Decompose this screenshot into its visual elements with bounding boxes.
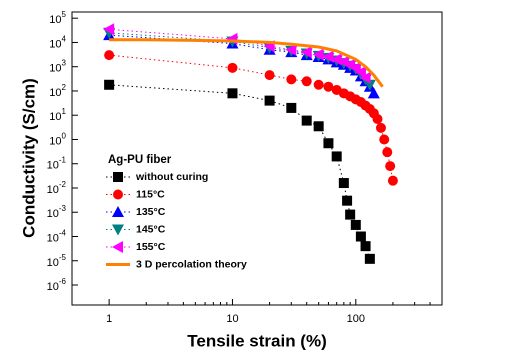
x-tick-label: 100 — [347, 313, 365, 325]
point — [345, 209, 356, 220]
y-axis-title: Conductivity (S/cm) — [19, 78, 38, 238]
point — [323, 138, 334, 149]
point — [342, 195, 353, 206]
point — [286, 74, 297, 85]
y-tick-label: 10-4 — [47, 229, 67, 245]
point — [385, 161, 396, 172]
point — [313, 121, 324, 132]
point — [323, 81, 334, 92]
point — [264, 70, 275, 81]
point — [338, 178, 349, 189]
point — [313, 79, 324, 90]
point — [367, 87, 380, 99]
point — [354, 66, 366, 79]
legend-marker — [112, 206, 124, 217]
x-axis-title: Tensile strain (%) — [187, 331, 327, 350]
legend-title: Ag-PU fiber — [108, 154, 172, 166]
legend-label: 155°C — [136, 241, 166, 253]
point — [372, 113, 383, 124]
point — [375, 122, 386, 133]
point — [227, 62, 238, 73]
y-tick-label: 10-6 — [47, 277, 67, 293]
legend-marker — [113, 172, 123, 182]
y-tick-label: 10-1 — [47, 156, 67, 172]
point — [387, 175, 398, 186]
point — [285, 43, 297, 56]
x-tick-label: 10 — [226, 313, 238, 325]
point — [104, 50, 115, 61]
point — [359, 71, 371, 84]
point — [322, 50, 334, 63]
point — [300, 46, 312, 59]
point — [103, 23, 115, 36]
point — [360, 241, 371, 252]
point — [301, 115, 312, 126]
legend-marker — [112, 241, 123, 253]
y-tick-label: 103 — [49, 59, 66, 75]
legend-label: 115°C — [136, 188, 165, 200]
point — [286, 102, 297, 113]
plot-frame — [71, 11, 443, 306]
point — [363, 79, 376, 91]
x-tick-label: 1 — [106, 313, 112, 325]
point — [301, 76, 312, 87]
legend-label: 3 D percolation theory — [136, 258, 247, 270]
legend-marker — [112, 224, 124, 236]
y-tick-label: 104 — [49, 35, 66, 51]
point — [331, 151, 342, 162]
point — [227, 88, 238, 99]
point — [312, 48, 324, 61]
y-tick-label: 100 — [49, 132, 66, 148]
point — [104, 79, 115, 90]
legend-label: 145°C — [136, 223, 166, 235]
point — [355, 231, 366, 242]
point — [330, 53, 342, 66]
point — [379, 134, 390, 145]
legend-label: 135°C — [136, 206, 166, 218]
y-tick-label: 102 — [49, 83, 66, 99]
y-tick-label: 105 — [49, 10, 66, 26]
y-tick-label: 10-3 — [47, 204, 67, 220]
legend-label: without curing — [135, 171, 208, 183]
y-tick-label: 101 — [49, 107, 66, 123]
theory-line — [109, 38, 384, 88]
y-tick-label: 10-2 — [47, 180, 67, 196]
point — [382, 147, 393, 158]
point — [364, 253, 375, 264]
legend-marker — [113, 189, 123, 200]
point — [264, 95, 275, 106]
y-tick-label: 10-5 — [47, 253, 67, 269]
point — [350, 219, 361, 230]
